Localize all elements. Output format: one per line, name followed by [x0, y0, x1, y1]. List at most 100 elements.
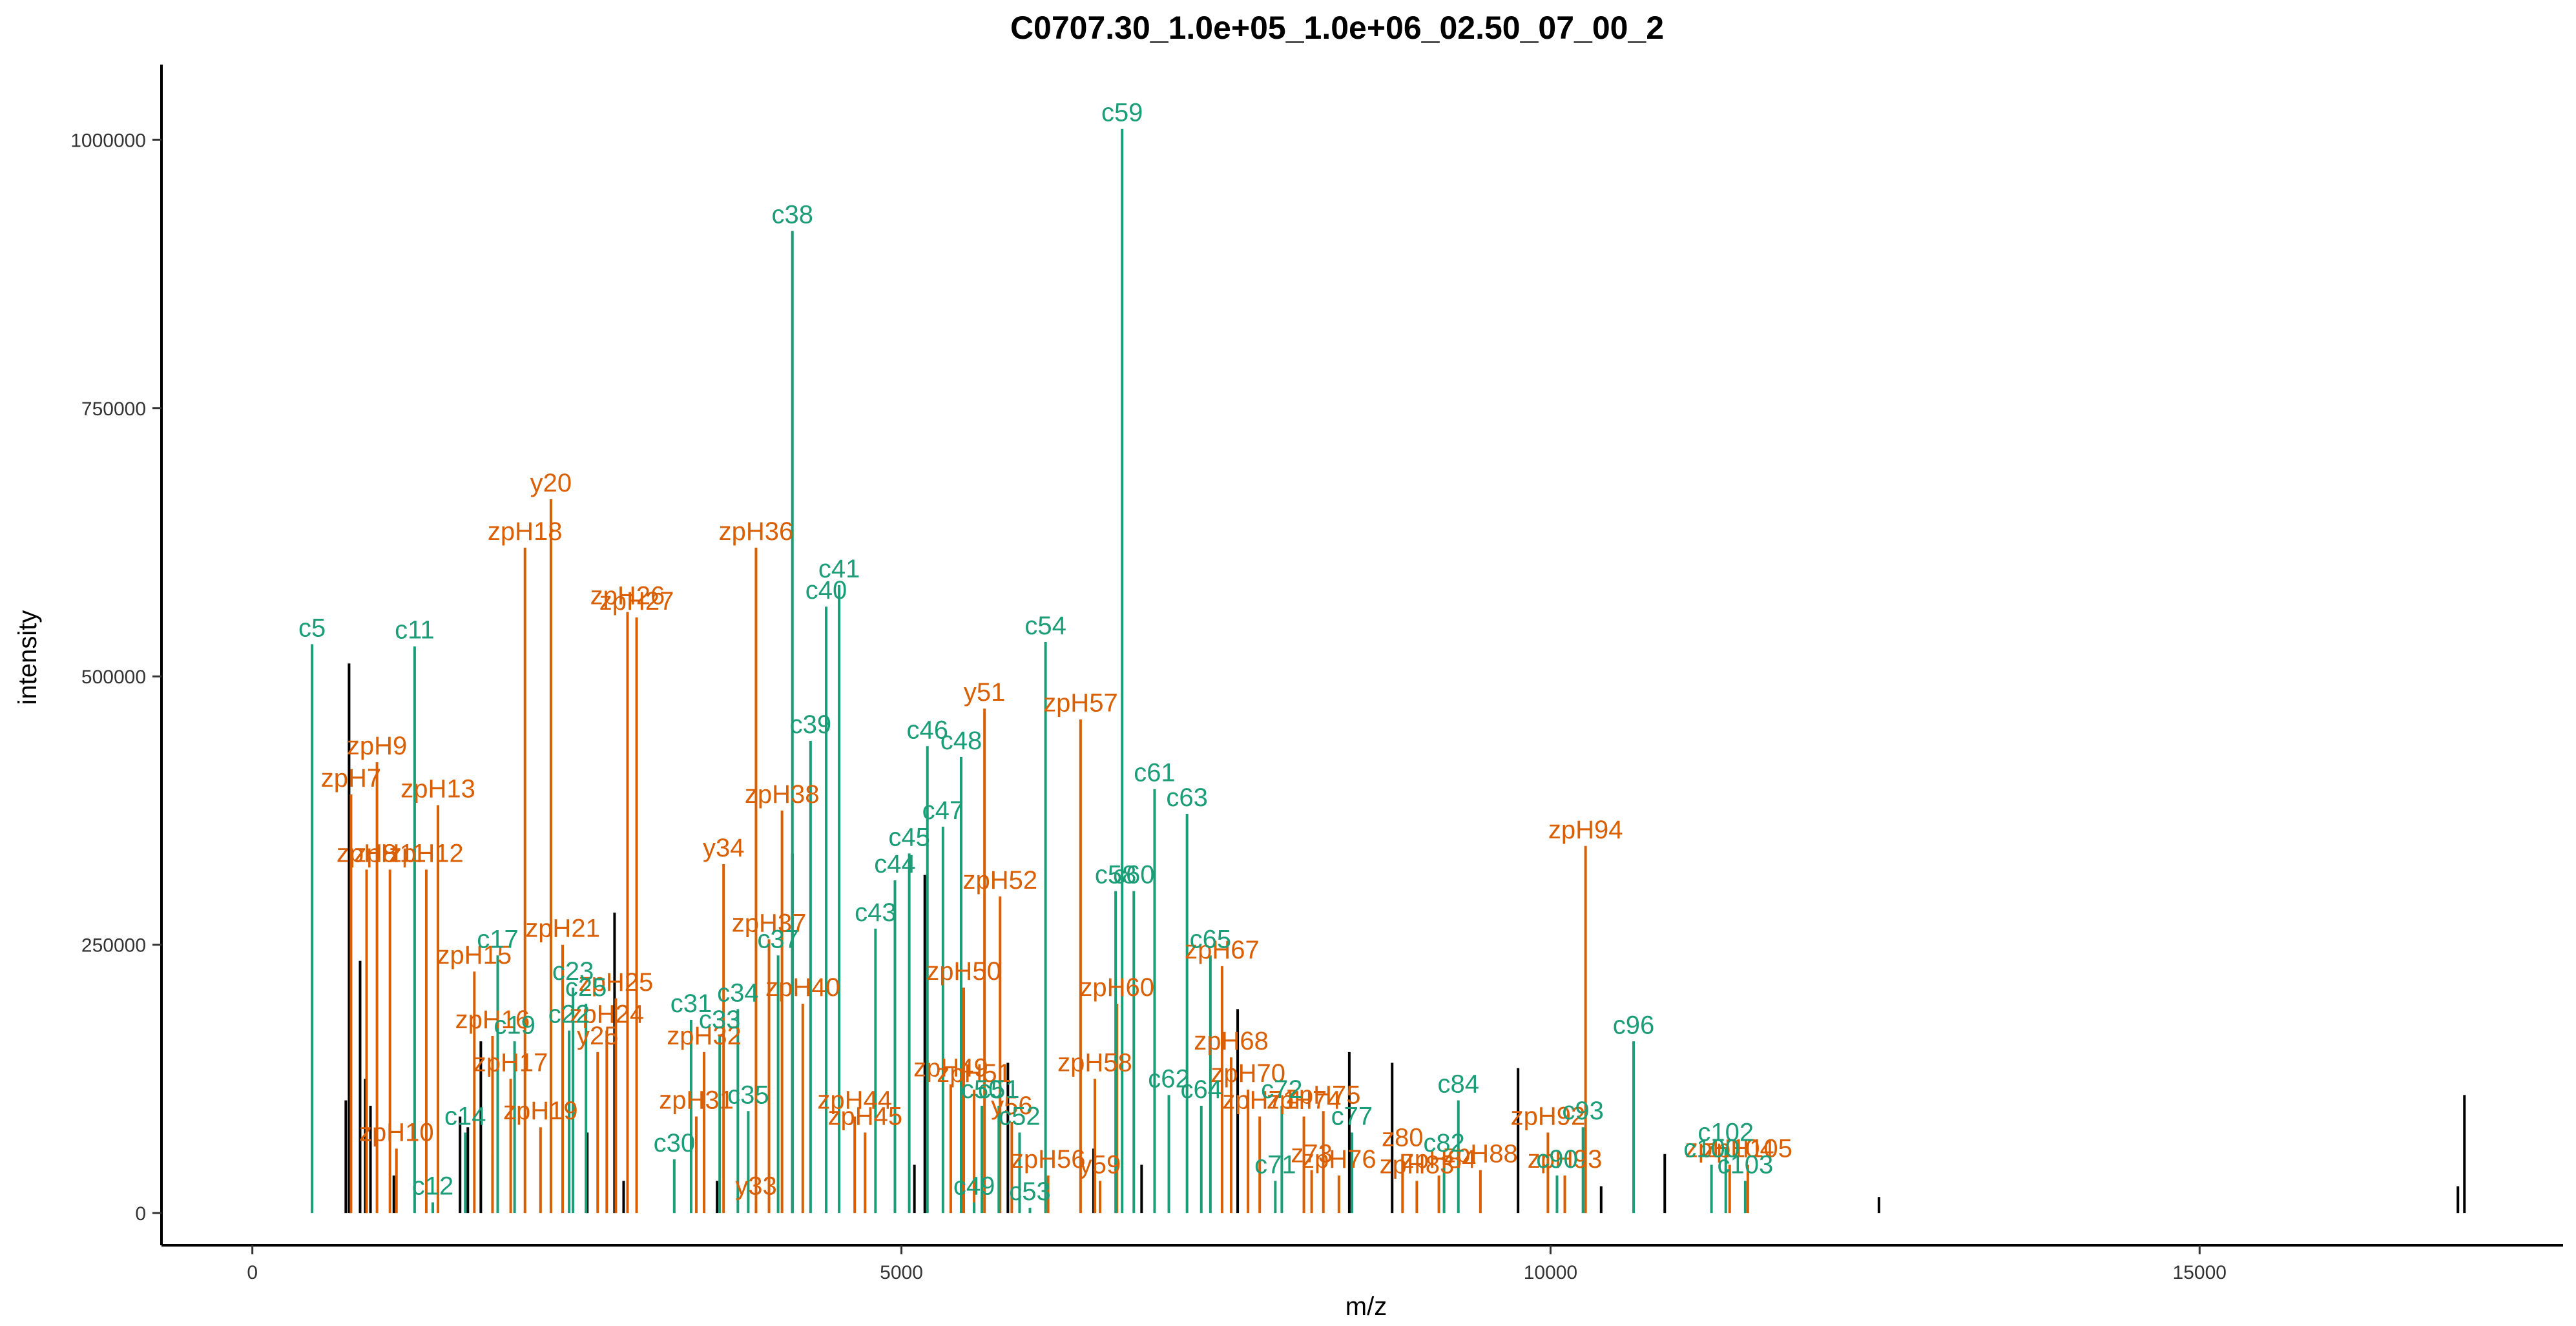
- peak-label-c22: c22: [548, 1000, 590, 1029]
- peak-label-zpH40: zpH40: [765, 973, 840, 1002]
- peak-label-c93: c93: [1562, 1097, 1604, 1125]
- y-tick-label-3: 750000: [81, 399, 146, 420]
- peak-label-c19: c19: [493, 1011, 535, 1039]
- peak-label-c37: c37: [757, 925, 799, 953]
- peak-label-zpH50: zpH50: [926, 957, 1001, 986]
- peak-label-zpH19: zpH19: [503, 1097, 578, 1125]
- peak-label-zpH93: zpH93: [1528, 1145, 1603, 1174]
- peak-label-zpH27: zpH27: [599, 587, 674, 616]
- peak-label-c90: c90: [1536, 1145, 1578, 1174]
- peak-label-c31: c31: [670, 989, 712, 1018]
- peak-label-c39: c39: [790, 710, 832, 739]
- peak-label-zpH105: zpH105: [1703, 1134, 1792, 1163]
- peak-label-c71: c71: [1254, 1150, 1296, 1179]
- peak-label-zpH70: zpH70: [1210, 1059, 1285, 1088]
- peak-label-c46: c46: [906, 716, 948, 744]
- peak-label-zpH88: zpH88: [1443, 1140, 1518, 1168]
- peak-label-zpH37: zpH37: [732, 909, 807, 937]
- peak-label-zpH8: zpH8: [337, 839, 397, 867]
- x-axis-title: m/z: [1345, 1292, 1387, 1321]
- peak-label-c17: c17: [477, 925, 519, 953]
- peak-label-c25: c25: [565, 973, 607, 1002]
- peak-label-c54: c54: [1024, 612, 1066, 640]
- peak-label-zpH24: zpH24: [570, 1000, 645, 1029]
- peak-label-c59: c59: [1101, 99, 1143, 127]
- peak-label-zpH32: zpH32: [667, 1022, 742, 1050]
- peak-label-c72: c72: [1261, 1075, 1303, 1104]
- peak-label-c45: c45: [888, 823, 930, 851]
- x-tick-label-2: 10000: [1524, 1262, 1577, 1283]
- peak-label-zpH7: zpH7: [321, 764, 381, 792]
- peak-label-zpH13: zpH13: [400, 775, 475, 803]
- peak-label-zpH60: zpH60: [1079, 973, 1154, 1002]
- peak-label-y34: y34: [703, 834, 745, 862]
- peak-label-c23: c23: [552, 957, 594, 986]
- y-tick-label-2: 500000: [81, 667, 146, 688]
- peak-label-zpH51: zpH51: [937, 1059, 1012, 1088]
- peak-label-zpH58: zpH58: [1057, 1048, 1132, 1077]
- peak-label-c82: c82: [1423, 1129, 1465, 1157]
- peak-label-y51: y51: [964, 678, 1006, 707]
- peak-label-zpH92: zpH92: [1511, 1103, 1586, 1131]
- peak-label-zpH57: zpH57: [1043, 689, 1118, 718]
- peak-label-zpH49: zpH49: [913, 1054, 988, 1083]
- peak-label-c77: c77: [1331, 1103, 1373, 1131]
- peak-label-zpH21: zpH21: [525, 915, 600, 943]
- peak-label-c61: c61: [1134, 759, 1176, 787]
- peak-label-c100: c100: [1683, 1134, 1740, 1163]
- peak-label-zpH71: zpH71: [1222, 1086, 1297, 1115]
- peak-label-c52: c52: [999, 1103, 1041, 1131]
- peak-label-c64: c64: [1181, 1075, 1223, 1104]
- peak-label-c58: c58: [1095, 861, 1137, 889]
- peak-label-zpH9: zpH9: [347, 732, 407, 760]
- peak-label-c60: c60: [1113, 861, 1155, 889]
- peak-label-zpH15: zpH15: [437, 941, 512, 969]
- peak-label-zpH16: zpH16: [455, 1006, 530, 1034]
- y-tick-label-0: 0: [135, 1203, 146, 1225]
- peak-label-c14: c14: [444, 1103, 486, 1131]
- peak-label-y56: y56: [991, 1092, 1033, 1120]
- peak-label-c11: c11: [395, 616, 435, 645]
- peak-label-zpH104: zpH104: [1685, 1134, 1774, 1163]
- peak-label-c33: c33: [699, 1006, 741, 1034]
- peak-label-c53: c53: [1009, 1177, 1051, 1206]
- peak-label-zpH25: zpH25: [579, 968, 654, 997]
- peak-label-zpH76: zpH76: [1302, 1145, 1376, 1174]
- peak-label-zpH75: zpH75: [1286, 1081, 1361, 1109]
- peak-label-zpH52: zpH52: [962, 866, 1037, 895]
- peak-label-c62: c62: [1148, 1064, 1190, 1093]
- peak-label-zpH45: zpH45: [827, 1103, 902, 1131]
- peak-label-zpH17: zpH17: [473, 1048, 548, 1077]
- peak-label-c44: c44: [874, 850, 916, 878]
- peak-label-c49: c49: [953, 1172, 995, 1201]
- peak-label-zpH12: zpH12: [389, 839, 464, 867]
- peak-label-y25: y25: [577, 1022, 619, 1050]
- peak-label-c40: c40: [805, 576, 847, 605]
- peak-label-c5: c5: [298, 614, 326, 642]
- peak-label-c43: c43: [855, 898, 897, 927]
- peak-label-zpH26: zpH26: [590, 582, 665, 610]
- peak-label-zpH44: zpH44: [817, 1086, 892, 1115]
- peak-label-zpH67: zpH67: [1185, 936, 1260, 964]
- peak-label-zpH10: zpH10: [359, 1118, 434, 1146]
- peak-label-zpH18: zpH18: [488, 517, 563, 546]
- peak-label-c65: c65: [1190, 925, 1232, 953]
- peak-label-y33: y33: [735, 1172, 777, 1201]
- peak-label-z80: z80: [1382, 1124, 1424, 1152]
- x-tick-label-3: 15000: [2173, 1262, 2227, 1283]
- chart-title: C0707.30_1.0e+05_1.0e+06_02.50_07_00_2: [1010, 10, 1664, 46]
- peak-label-c38: c38: [771, 201, 813, 229]
- peak-label-c103: c103: [1717, 1150, 1773, 1179]
- peak-label-c84: c84: [1437, 1070, 1479, 1099]
- peak-label-c48: c48: [940, 727, 982, 755]
- peak-label-c51: c51: [978, 1075, 1020, 1104]
- peak-label-c96: c96: [1613, 1011, 1655, 1039]
- peak-label-c63: c63: [1166, 783, 1208, 812]
- peak-label-zpH83: zpH83: [1380, 1150, 1455, 1179]
- peak-label-c47: c47: [922, 796, 964, 825]
- axes-layer: 0 5000 10000 15000 0 250000 500000 750000 100000…: [70, 65, 2563, 1283]
- peak-label-zpH56: zpH56: [1011, 1145, 1086, 1174]
- x-tick-label-1: 5000: [880, 1262, 923, 1283]
